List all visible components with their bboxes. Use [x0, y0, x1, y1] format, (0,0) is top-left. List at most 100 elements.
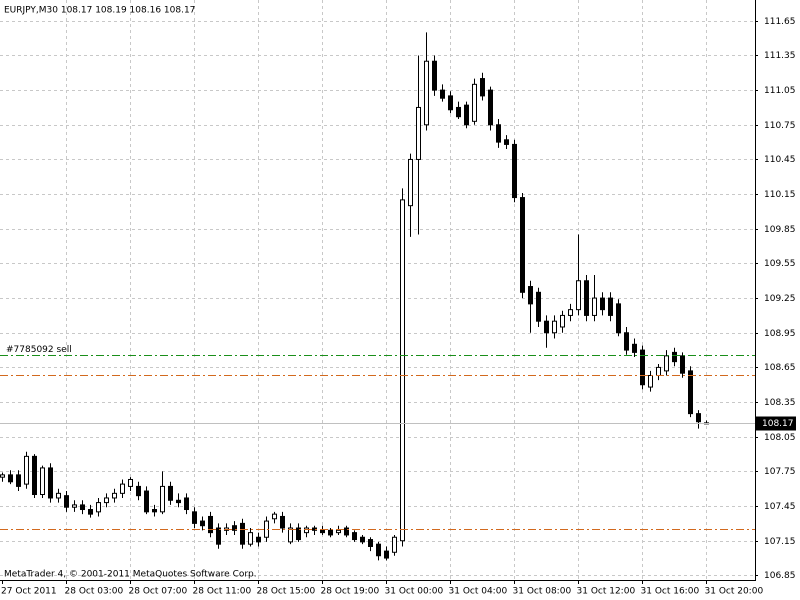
- candle-body: [640, 349, 645, 386]
- candle-body: [544, 320, 549, 334]
- candle-body: [680, 355, 685, 374]
- candle-body: [40, 467, 45, 496]
- candle-body: [368, 539, 373, 547]
- chart-header: EURJPY,M30 108.17 108.19 108.16 108.17: [4, 6, 195, 16]
- candle-body: [480, 78, 485, 97]
- candle-body: [696, 413, 701, 423]
- current-price-label: 108.17: [762, 419, 794, 429]
- candle-body: [56, 492, 61, 499]
- y-tick-label: 108.65: [764, 363, 796, 373]
- grid: [0, 0, 755, 580]
- candle-body: [120, 483, 125, 494]
- candle-body: [0, 474, 5, 478]
- copyright: MetaTrader 4, © 2001-2011 MetaQuotes Sof…: [4, 570, 257, 580]
- candle-body: [288, 527, 293, 543]
- candle-body: [464, 104, 469, 126]
- x-tick-label: 28 Oct 15:00: [257, 587, 316, 597]
- order-label: #7785092 sell: [6, 345, 72, 355]
- candle-body: [536, 291, 541, 322]
- candle-body: [552, 320, 557, 334]
- candle-body: [80, 504, 85, 511]
- candles: [0, 32, 709, 561]
- candle-body: [688, 370, 693, 415]
- candle-body: [184, 497, 189, 511]
- x-tick-label: 28 Oct 07:00: [129, 587, 188, 597]
- candle-body: [408, 158, 413, 207]
- candle-body: [600, 297, 605, 311]
- candle-body: [16, 474, 21, 487]
- candle-body: [592, 297, 597, 316]
- candle-body: [528, 286, 533, 305]
- y-tick-label: 111.05: [764, 86, 796, 96]
- y-tick-label: 111.35: [764, 51, 796, 61]
- current-price-box: [756, 416, 796, 431]
- y-tick-label: 111.65: [764, 17, 796, 27]
- candle-body: [64, 495, 69, 508]
- candle-body: [392, 536, 397, 553]
- candle-body: [144, 490, 149, 513]
- candle-body: [504, 139, 509, 145]
- candle-body: [400, 199, 405, 542]
- y-tick-label: 110.75: [764, 121, 796, 131]
- candle-body: [632, 343, 637, 353]
- candle-body: [360, 536, 365, 543]
- candle-body: [192, 511, 197, 524]
- candle-body: [656, 366, 661, 376]
- x-tick-label: 31 Oct 12:00: [577, 587, 636, 597]
- candle-body: [240, 522, 245, 545]
- candle-body: [432, 60, 437, 91]
- candle-body: [88, 509, 93, 515]
- y-tick-label: 108.95: [764, 329, 796, 339]
- candle-body: [280, 515, 285, 529]
- candle-body: [568, 309, 573, 316]
- candle-body: [72, 504, 77, 508]
- candle-body: [608, 297, 613, 316]
- candle-body: [648, 374, 653, 388]
- candle-body: [376, 543, 381, 557]
- candle-body: [136, 485, 141, 497]
- x-tick-label: 27 Oct 2011: [1, 587, 57, 597]
- candle-body: [168, 485, 173, 501]
- candle-body: [584, 280, 589, 316]
- x-tick-label: 28 Oct 03:00: [65, 587, 124, 597]
- y-tick-label: 110.45: [764, 155, 796, 165]
- x-tick-label: 31 Oct 00:00: [385, 587, 444, 597]
- candle-body: [32, 455, 37, 496]
- candle-body: [672, 351, 677, 363]
- candle-body: [304, 527, 309, 534]
- candle-body: [520, 197, 525, 293]
- y-tick-label: 109.85: [764, 225, 796, 235]
- candle-body: [576, 280, 581, 311]
- y-tick-label: 108.35: [764, 398, 796, 408]
- x-tick-label: 28 Oct 11:00: [193, 587, 252, 597]
- candle-body: [328, 529, 333, 536]
- candle-body: [352, 532, 357, 541]
- candle-body: [424, 60, 429, 126]
- candle-body: [272, 513, 277, 520]
- candle-body: [152, 509, 157, 513]
- candle-body: [416, 106, 421, 160]
- candle-body: [624, 332, 629, 351]
- y-tick-label: 106.85: [764, 571, 796, 581]
- candle-body: [232, 525, 237, 531]
- candle-body: [456, 106, 461, 118]
- candle-body: [128, 478, 133, 487]
- y-tick-label: 108.05: [764, 433, 796, 443]
- candle-body: [336, 529, 341, 534]
- candle-body: [112, 492, 117, 499]
- candle-body: [48, 467, 53, 499]
- candle-body: [496, 124, 501, 143]
- candle-body: [208, 515, 213, 534]
- candle-body: [440, 89, 445, 99]
- candle-body: [160, 485, 165, 513]
- candle-body: [560, 314, 565, 328]
- y-tick-label: 110.15: [764, 190, 796, 200]
- candle-body: [104, 497, 109, 504]
- x-tick-label: 31 Oct 20:00: [705, 587, 764, 597]
- candle-body: [96, 502, 101, 513]
- x-tick-label: 31 Oct 16:00: [641, 587, 700, 597]
- candle-body: [488, 89, 493, 126]
- candle-body: [320, 529, 325, 534]
- y-tick-label: 107.45: [764, 502, 796, 512]
